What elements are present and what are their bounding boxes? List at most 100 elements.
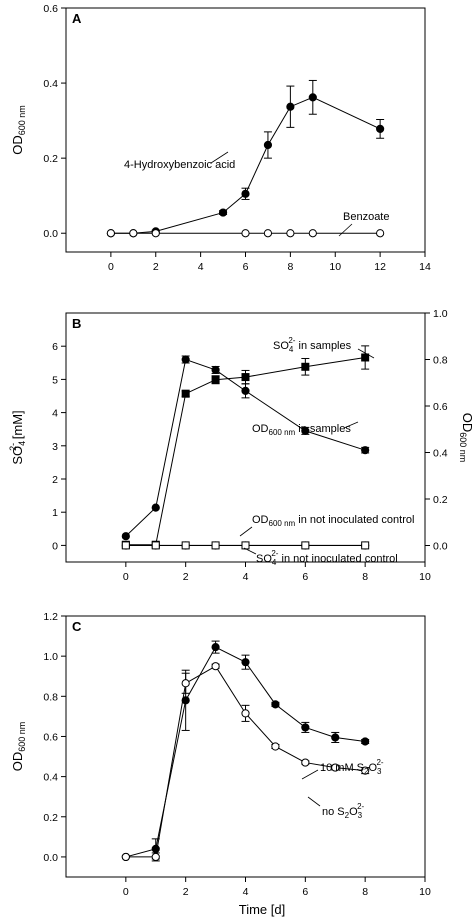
- annotation-leader: [338, 223, 353, 237]
- series-1: [121, 640, 370, 862]
- data-point: [361, 737, 370, 746]
- y-axis-label: OD600 nm: [10, 722, 27, 772]
- y-axis-label: OD600 nm: [10, 105, 27, 155]
- y-axis-label-subscript: 4: [17, 441, 27, 446]
- data-point: [218, 208, 228, 217]
- text-span: O: [349, 806, 358, 818]
- data-point: [211, 375, 220, 384]
- y-axis-label-subscript: 600 nm: [17, 105, 27, 135]
- text-span: 10 mM S: [320, 762, 364, 774]
- y-tick-label: 0.4: [43, 78, 58, 90]
- y-tick-label: 0.0: [43, 228, 58, 240]
- data-point: [121, 541, 130, 550]
- data-point: [301, 541, 310, 550]
- y-axis-label-unit: [mM]: [10, 410, 25, 443]
- data-point: [331, 763, 340, 772]
- annotation-leader: [343, 421, 359, 429]
- data-point: [151, 541, 160, 550]
- y-tick-label: 0.4: [43, 772, 58, 784]
- annotation-od-control: OD600 nm in not inoculated control: [252, 514, 414, 528]
- series-2: [106, 229, 385, 238]
- data-point: [263, 229, 273, 238]
- x-tick-label: 0: [108, 261, 114, 273]
- data-point: [151, 844, 160, 853]
- data-point: [106, 229, 115, 238]
- text-span: in samples: [295, 340, 351, 352]
- y-tick-label: 0.2: [43, 812, 58, 824]
- annotation-thiosulfate: 10 mM S2O32-: [320, 758, 384, 776]
- data-point: [181, 389, 190, 398]
- x-tick-label: 6: [243, 261, 249, 273]
- data-point: [376, 124, 385, 133]
- panel-a: A 0 2 4 6 8 10 12 14 0.0 0.2 0.4 0.6 OD600 nm 4-Hydrox…: [10, 3, 431, 273]
- data-point: [308, 93, 317, 102]
- data-point: [181, 679, 190, 688]
- annotation-leader: [243, 547, 257, 555]
- x-tick-label: 2: [183, 571, 189, 583]
- data-point: [308, 229, 317, 238]
- data-point: [241, 373, 250, 382]
- x-axis-label: Time [d]: [239, 902, 285, 917]
- data-point: [301, 362, 310, 371]
- data-point: [331, 733, 340, 742]
- annotation-hydroxybenzoic: 4-Hydroxybenzoic acid: [124, 159, 235, 171]
- y-axis-label-main: SO: [10, 446, 25, 465]
- annotation-benzoate: Benzoate: [343, 211, 389, 223]
- y-right-tick-label: 0.6: [433, 401, 448, 413]
- y-tick-label: 1: [52, 507, 58, 519]
- data-point: [241, 541, 250, 550]
- y-tick-label: 0: [52, 540, 58, 552]
- data-point: [241, 229, 250, 238]
- annotation-so4-samples: SO42- in samples: [273, 336, 352, 354]
- data-point: [271, 700, 280, 709]
- y-tick-label: 0.6: [43, 3, 58, 15]
- y-axis-right-label-subscript: 600 nm: [458, 432, 468, 462]
- y-right-tick-label: 0.2: [433, 494, 448, 506]
- data-point: [151, 852, 160, 862]
- x-tick-label: 6: [302, 571, 308, 583]
- text-span: OD: [252, 423, 269, 435]
- text-span: 2: [364, 767, 369, 776]
- annotation-leader: [357, 348, 375, 359]
- text-span: 2: [345, 811, 350, 820]
- text-span: O: [368, 762, 377, 774]
- data-point: [211, 541, 220, 550]
- data-point: [121, 532, 130, 541]
- data-point: [301, 723, 310, 732]
- y-tick-label: 0.6: [43, 731, 58, 743]
- text-span: 2-: [376, 758, 383, 767]
- x-tick-label: 2: [153, 261, 159, 273]
- series-2: [121, 355, 370, 541]
- x-tick-label: 6: [302, 886, 308, 898]
- y-tick-label: 0.2: [43, 153, 58, 165]
- series-4: [121, 541, 370, 550]
- annotation-leader: [301, 769, 319, 780]
- panel-letter: C: [72, 619, 82, 634]
- data-point: [271, 742, 280, 751]
- data-point: [361, 446, 370, 455]
- x-tick-label: 8: [287, 261, 293, 273]
- annotation-so4-control: SO42- in not inoculated control: [256, 549, 398, 567]
- y-tick-label: 2: [52, 474, 58, 486]
- y-axis-label: SO42- [mM]: [8, 410, 27, 464]
- text-span: in not inoculated control: [295, 514, 414, 526]
- y-right-tick-label: 0.0: [433, 540, 448, 552]
- data-point: [241, 386, 250, 395]
- y-axis-label-subscript: 600 nm: [17, 722, 27, 752]
- text-span: no S: [322, 806, 345, 818]
- data-point: [241, 709, 250, 718]
- annotation-leader: [239, 526, 253, 537]
- y-right-tick-label: 1.0: [433, 308, 448, 320]
- data-point: [286, 102, 295, 111]
- data-point: [211, 643, 220, 652]
- data-point: [181, 355, 190, 364]
- x-tick-label: 2: [183, 886, 189, 898]
- y-axis-right-label-main: OD: [460, 413, 474, 433]
- text-span: 600 nm: [269, 519, 296, 528]
- data-point: [263, 140, 273, 150]
- text-span: 2-: [357, 802, 364, 811]
- data-point: [121, 852, 130, 862]
- y-tick-label: 3: [52, 441, 58, 453]
- panel-letter: B: [72, 316, 81, 331]
